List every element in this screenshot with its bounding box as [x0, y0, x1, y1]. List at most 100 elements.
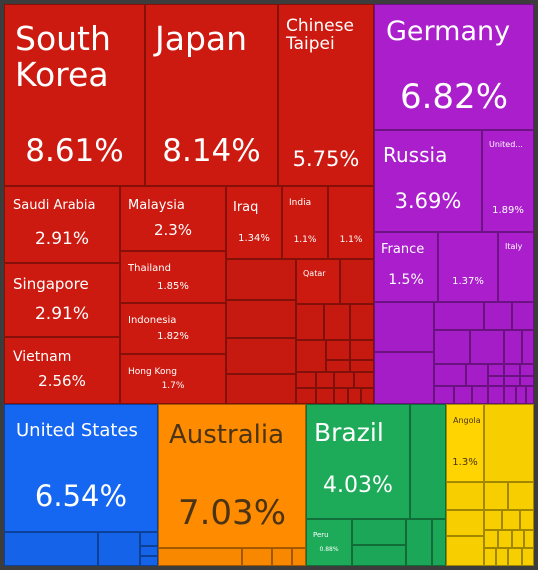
treemap-tile-minor	[226, 338, 296, 374]
treemap-tile-minor	[226, 374, 296, 404]
treemap-tile-minor	[488, 376, 504, 386]
treemap-tile-minor	[324, 304, 350, 340]
treemap-tile-malaysia: Malaysia 2.3%	[120, 186, 226, 251]
treemap-tile-minor	[434, 386, 454, 404]
treemap-tile-brazil: Brazil 4.03%	[306, 404, 410, 519]
treemap-tile-minor	[484, 548, 496, 566]
tile-value: 3.69%	[394, 189, 462, 213]
treemap-tile-minor	[512, 302, 534, 330]
treemap-tile-minor	[140, 532, 158, 546]
tile-label: France	[381, 242, 425, 257]
tile-value: 1.1%	[293, 235, 317, 245]
treemap-tile-minor	[242, 548, 272, 566]
treemap-tile-minor	[292, 548, 306, 566]
treemap-tile-hong-kong: Hong Kong 1.7%	[120, 354, 226, 404]
treemap-tile-minor	[484, 482, 508, 510]
treemap-tile-tile-1-4: 1.37%	[438, 232, 498, 302]
tile-value: 1.7%	[161, 381, 185, 391]
treemap-tile-france: France 1.5%	[374, 232, 438, 302]
treemap-tile-minor	[522, 548, 534, 566]
treemap-tile-united: United... 1.89%	[482, 130, 534, 232]
tile-label: Qatar	[303, 269, 326, 278]
tile-value: 2.91%	[34, 304, 89, 324]
treemap-tile-minor	[504, 386, 516, 404]
tile-value: 2.56%	[38, 372, 86, 390]
tile-label: Australia	[169, 420, 285, 450]
treemap-tile-chinese-taipei: Chinese Taipei 5.75%	[278, 4, 374, 186]
treemap-tile-minor	[140, 556, 158, 566]
treemap-tile-minor	[350, 340, 374, 360]
treemap-tile-minor	[504, 376, 520, 386]
treemap-tile-minor	[484, 404, 534, 482]
treemap-tile-minor	[512, 530, 524, 548]
treemap-tile-minor	[498, 530, 512, 548]
treemap-tile-peru: Peru 0.88%	[306, 519, 352, 566]
treemap-tile-minor	[340, 259, 374, 304]
tile-label: United...	[489, 140, 523, 149]
tile-value: 6.82%	[399, 77, 508, 117]
tile-label: Iraq	[233, 200, 259, 215]
tile-value: 8.61%	[25, 133, 124, 169]
treemap-tile-minor	[348, 388, 361, 404]
treemap-tile-minor	[516, 386, 526, 404]
tile-value: 1.5%	[388, 272, 424, 288]
tile-value: 1.85%	[157, 281, 189, 292]
treemap-tile-minor	[316, 372, 334, 388]
treemap-tile-indonesia: Indonesia 1.82%	[120, 303, 226, 354]
treemap-tile-russia: Russia 3.69%	[374, 130, 482, 232]
treemap-tile-minor	[470, 330, 504, 364]
treemap-tile-minor	[472, 386, 488, 404]
treemap-tile-minor	[502, 510, 520, 530]
treemap-tile-saudi-arabia: Saudi Arabia 2.91%	[4, 186, 120, 263]
tile-label: South Korea	[15, 19, 111, 94]
treemap-tile-minor	[226, 259, 296, 300]
treemap-tile-vietnam: Vietnam 2.56%	[4, 337, 120, 404]
treemap-tile-minor	[520, 376, 534, 386]
treemap-tile-minor	[488, 364, 504, 376]
tile-label: Japan	[155, 19, 248, 58]
tile-value: 4.03%	[323, 473, 393, 498]
treemap-tile-minor	[454, 386, 472, 404]
tile-label: Indonesia	[128, 315, 177, 326]
treemap-tile-minor	[520, 510, 534, 530]
tile-label: Hong Kong	[128, 367, 177, 377]
treemap-tile-germany: Germany 6.82%	[374, 4, 534, 130]
treemap-tile-minor	[98, 532, 140, 566]
treemap-tile-united-states: United States 6.54%	[4, 404, 158, 532]
treemap-tile-minor	[361, 388, 374, 404]
treemap-tile-minor	[466, 364, 488, 386]
treemap-tile-minor	[350, 360, 374, 372]
tile-value: 8.14%	[162, 133, 261, 169]
tile-label: Russia	[383, 143, 448, 167]
treemap-tile-iraq: Iraq 1.34%	[226, 186, 282, 259]
tile-label: Singapore	[13, 275, 89, 293]
treemap-tile-italy: Italy	[498, 232, 534, 302]
treemap-tile-minor	[434, 364, 466, 386]
treemap-tile-minor	[526, 386, 534, 404]
treemap-tile-minor	[488, 386, 504, 404]
tile-label: Thailand	[128, 263, 171, 274]
treemap-tile-minor	[446, 510, 484, 536]
treemap-tile-minor	[520, 364, 534, 376]
treemap-tile-minor	[326, 360, 350, 372]
tile-value: 0.88%	[319, 546, 339, 553]
treemap-tile-tile-0-12: 1.1%	[328, 186, 374, 259]
treemap-tile-india: India 1.1%	[282, 186, 328, 259]
treemap-tile-minor	[334, 388, 348, 404]
treemap-tile-minor	[484, 510, 502, 530]
treemap-tile-minor	[446, 482, 484, 510]
treemap-tile-minor	[326, 340, 350, 360]
treemap-tile-thailand: Thailand 1.85%	[120, 251, 226, 303]
tile-value: 7.03%	[177, 493, 286, 533]
tile-value: 5.75%	[292, 147, 360, 171]
tile-value: 1.1%	[339, 235, 363, 245]
treemap-tile-minor	[352, 519, 406, 545]
treemap-tile-angola: Angola 1.3%	[446, 404, 484, 482]
treemap-tile-minor	[484, 530, 498, 548]
tile-value: 1.37%	[452, 276, 484, 287]
tile-value: 6.54%	[34, 479, 128, 513]
treemap-tile-minor	[334, 372, 354, 388]
treemap-tile-minor	[296, 340, 326, 372]
tile-label: Angola	[453, 416, 481, 425]
